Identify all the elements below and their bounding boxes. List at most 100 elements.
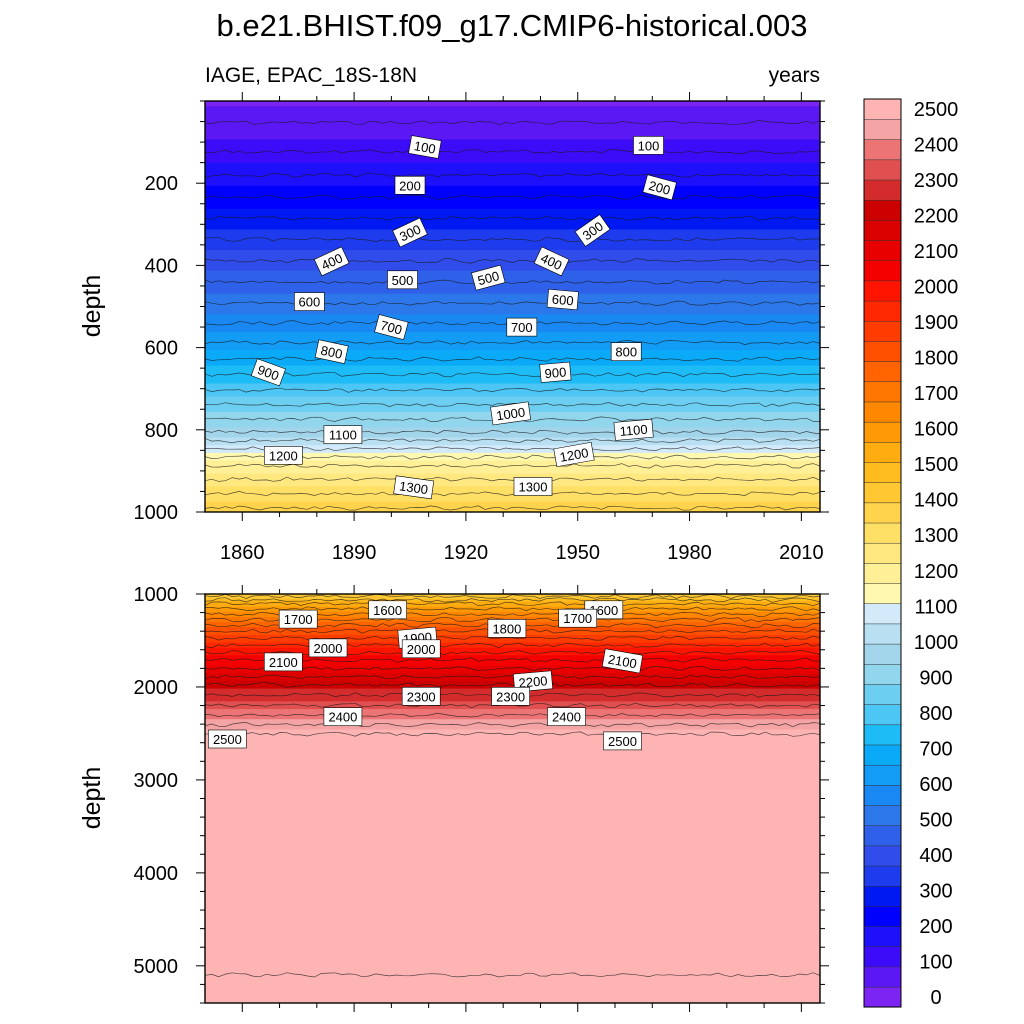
lower-fill-band	[205, 844, 820, 848]
lower-contour-line	[205, 674, 820, 680]
lower-fill-band	[205, 780, 820, 784]
upper-fill-band	[205, 378, 820, 382]
lower-contour-label: 2500	[208, 729, 247, 749]
upper-contour-label: 500	[387, 270, 418, 290]
x-tick-label: 2010	[779, 542, 824, 564]
upper-fill-band	[205, 196, 820, 200]
colorbar-swatch	[863, 179, 902, 201]
lower-fill-band	[205, 762, 820, 766]
lower-fill-band	[205, 895, 820, 899]
upper-fill-band	[205, 198, 820, 202]
lower-contour-label: 2400	[323, 707, 363, 727]
upper-contour-label-box	[490, 401, 532, 426]
lower-fill-band	[205, 801, 820, 805]
upper-fill-band	[205, 427, 820, 431]
upper-fill-band	[205, 201, 820, 205]
lower-fill-band	[205, 668, 820, 672]
lower-contour-label: 2200	[512, 670, 554, 693]
upper-contour-label-box	[613, 418, 654, 441]
lower-contour-label-box	[263, 652, 303, 672]
upper-contour-label: 800	[610, 342, 642, 362]
upper-fill-band	[205, 216, 820, 220]
lower-y-axis: 1000 2000 3000 4000 5000	[134, 584, 829, 1004]
upper-fill-band	[205, 152, 820, 156]
upper-contour-line	[205, 491, 820, 497]
upper-fill-band	[205, 237, 820, 241]
upper-contour-label-box	[633, 136, 664, 155]
lower-contour-label-box	[278, 609, 318, 629]
upper-fill-band	[205, 242, 820, 246]
upper-fill-band	[205, 437, 820, 441]
lower-contour-line	[205, 601, 820, 607]
upper-contour-label-box	[553, 441, 595, 468]
colorbar-label: 1500	[914, 454, 959, 476]
lower-contour-label: 1800	[487, 619, 527, 638]
lower-fill-band	[205, 709, 820, 713]
upper-fill-band	[205, 247, 820, 251]
upper-fill-band	[205, 509, 820, 512]
upper-fill-band	[205, 267, 820, 272]
lower-contour-label-box	[401, 686, 441, 706]
colorbar-swatch	[863, 865, 902, 887]
upper-contour-label-text: 1100	[619, 422, 648, 439]
lower-fill-band	[205, 670, 820, 674]
lower-contour-label-text: 2000	[407, 642, 436, 657]
colorbar-swatch	[863, 401, 902, 423]
upper-fill-band	[205, 252, 820, 256]
lower-fill-band	[205, 599, 820, 603]
colorbar-label: 900	[919, 667, 952, 689]
lower-fill-band	[205, 867, 820, 871]
lower-contour-label: 2000	[308, 638, 348, 658]
colorbar-swatch	[863, 643, 902, 665]
upper-fill-band	[205, 391, 820, 395]
lower-fill-band	[205, 1000, 820, 1003]
lower-fill-band	[205, 816, 820, 820]
colorbar-label: 1600	[914, 419, 959, 441]
colorbar-label: 0	[930, 987, 941, 1009]
lower-fill-band	[205, 719, 820, 723]
lower-fill-band	[205, 852, 820, 856]
lower-contour-label-box	[208, 729, 247, 749]
upper-contour-label: 600	[546, 288, 579, 311]
upper-contour-label: 600	[294, 292, 325, 311]
colorbar-swatch	[863, 986, 902, 1008]
lower-fill-band	[205, 724, 820, 728]
upper-contour-line	[205, 258, 820, 264]
lower-y-tick-label: 1000	[134, 584, 179, 606]
lower-fill-band	[205, 854, 820, 858]
lower-fill-band	[205, 928, 820, 933]
upper-contour-label-box	[471, 264, 506, 291]
upper-fill-band	[205, 494, 820, 498]
upper-contour-line	[205, 194, 820, 200]
lower-contour-line	[205, 712, 820, 718]
upper-fill-band	[205, 468, 820, 472]
upper-contour-line	[205, 387, 820, 393]
upper-contour-label-text: 100	[413, 138, 437, 157]
upper-fill-band	[205, 447, 820, 452]
colorbar-swatch	[863, 482, 902, 504]
lower-contour-fill	[205, 594, 820, 1003]
x-tick-label: 1980	[667, 542, 712, 564]
lower-fill-band	[205, 933, 820, 938]
upper-fill-band	[205, 398, 820, 403]
lower-fill-band	[205, 964, 820, 968]
upper-fill-band	[205, 154, 820, 159]
colorbar-swatch	[863, 825, 902, 847]
upper-contour-label: 700	[506, 317, 538, 337]
lower-fill-band	[205, 821, 820, 825]
upper-fill-band	[205, 193, 820, 197]
lower-fill-band	[205, 617, 820, 621]
lower-contour-label-box	[308, 638, 348, 658]
upper-fill-band	[205, 303, 820, 308]
upper-y-tick-label: 600	[145, 338, 178, 360]
lower-fill-band	[205, 900, 820, 905]
lower-contour-label-text: 2200	[518, 673, 548, 690]
upper-fill-band	[205, 211, 820, 215]
lower-fill-band	[205, 675, 820, 680]
upper-fill-band	[205, 283, 820, 287]
upper-fill-band	[205, 203, 820, 208]
lower-fill-band	[205, 785, 820, 789]
